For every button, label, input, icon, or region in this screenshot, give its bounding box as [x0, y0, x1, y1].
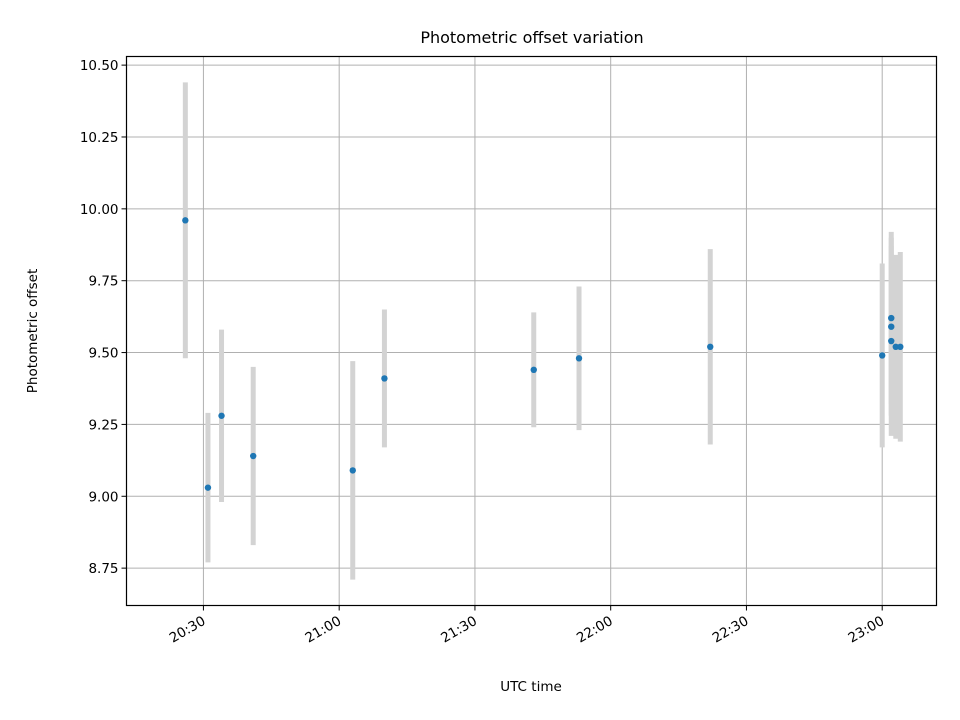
chart-title: Photometric offset variation: [420, 28, 643, 47]
plot-frame: [125, 55, 938, 607]
x-tick-label: 22:30: [710, 613, 752, 646]
data-point: [349, 467, 356, 474]
y-tick-label: 10.00: [80, 202, 119, 218]
y-tick-label: 9.00: [88, 489, 118, 505]
error-bar-layer: [182, 82, 903, 580]
data-point: [707, 343, 714, 351]
data-point: [888, 323, 895, 330]
x-axis-label: UTC time: [500, 679, 562, 695]
data-point: [888, 337, 895, 345]
y-tick-label: 8.75: [88, 561, 118, 577]
data-point-layer: [182, 217, 904, 491]
x-tick-label: 21:30: [438, 613, 480, 646]
y-tick-label: 9.50: [88, 346, 118, 362]
data-point: [878, 352, 886, 359]
data-point: [381, 375, 388, 382]
y-axis-label: Photometric offset: [25, 269, 41, 393]
y-tick-label: 10.50: [80, 58, 119, 74]
x-tick-label: 21:00: [302, 613, 344, 646]
data-point: [218, 412, 225, 419]
data-point: [888, 314, 895, 322]
y-axis-ticks: 8.75 9.00 9.25 9.50 9.75 10.00 10.25 10.50: [80, 58, 127, 577]
data-point: [892, 343, 899, 351]
x-tick-label: 20:30: [167, 613, 209, 646]
data-point: [204, 484, 212, 491]
y-tick-label: 10.25: [80, 130, 119, 146]
data-point: [897, 343, 904, 351]
data-point: [250, 452, 257, 460]
data-point: [575, 355, 583, 362]
data-point: [182, 217, 189, 224]
y-tick-label: 9.75: [88, 274, 118, 290]
x-tick-label: 22:00: [574, 613, 616, 646]
x-tick-label: 23:00: [846, 613, 888, 646]
y-tick-label: 9.25: [88, 417, 118, 433]
x-axis-ticks: 20:30 21:00 21:30 22:00 22:30 23:00: [167, 605, 888, 646]
data-point: [530, 366, 537, 374]
